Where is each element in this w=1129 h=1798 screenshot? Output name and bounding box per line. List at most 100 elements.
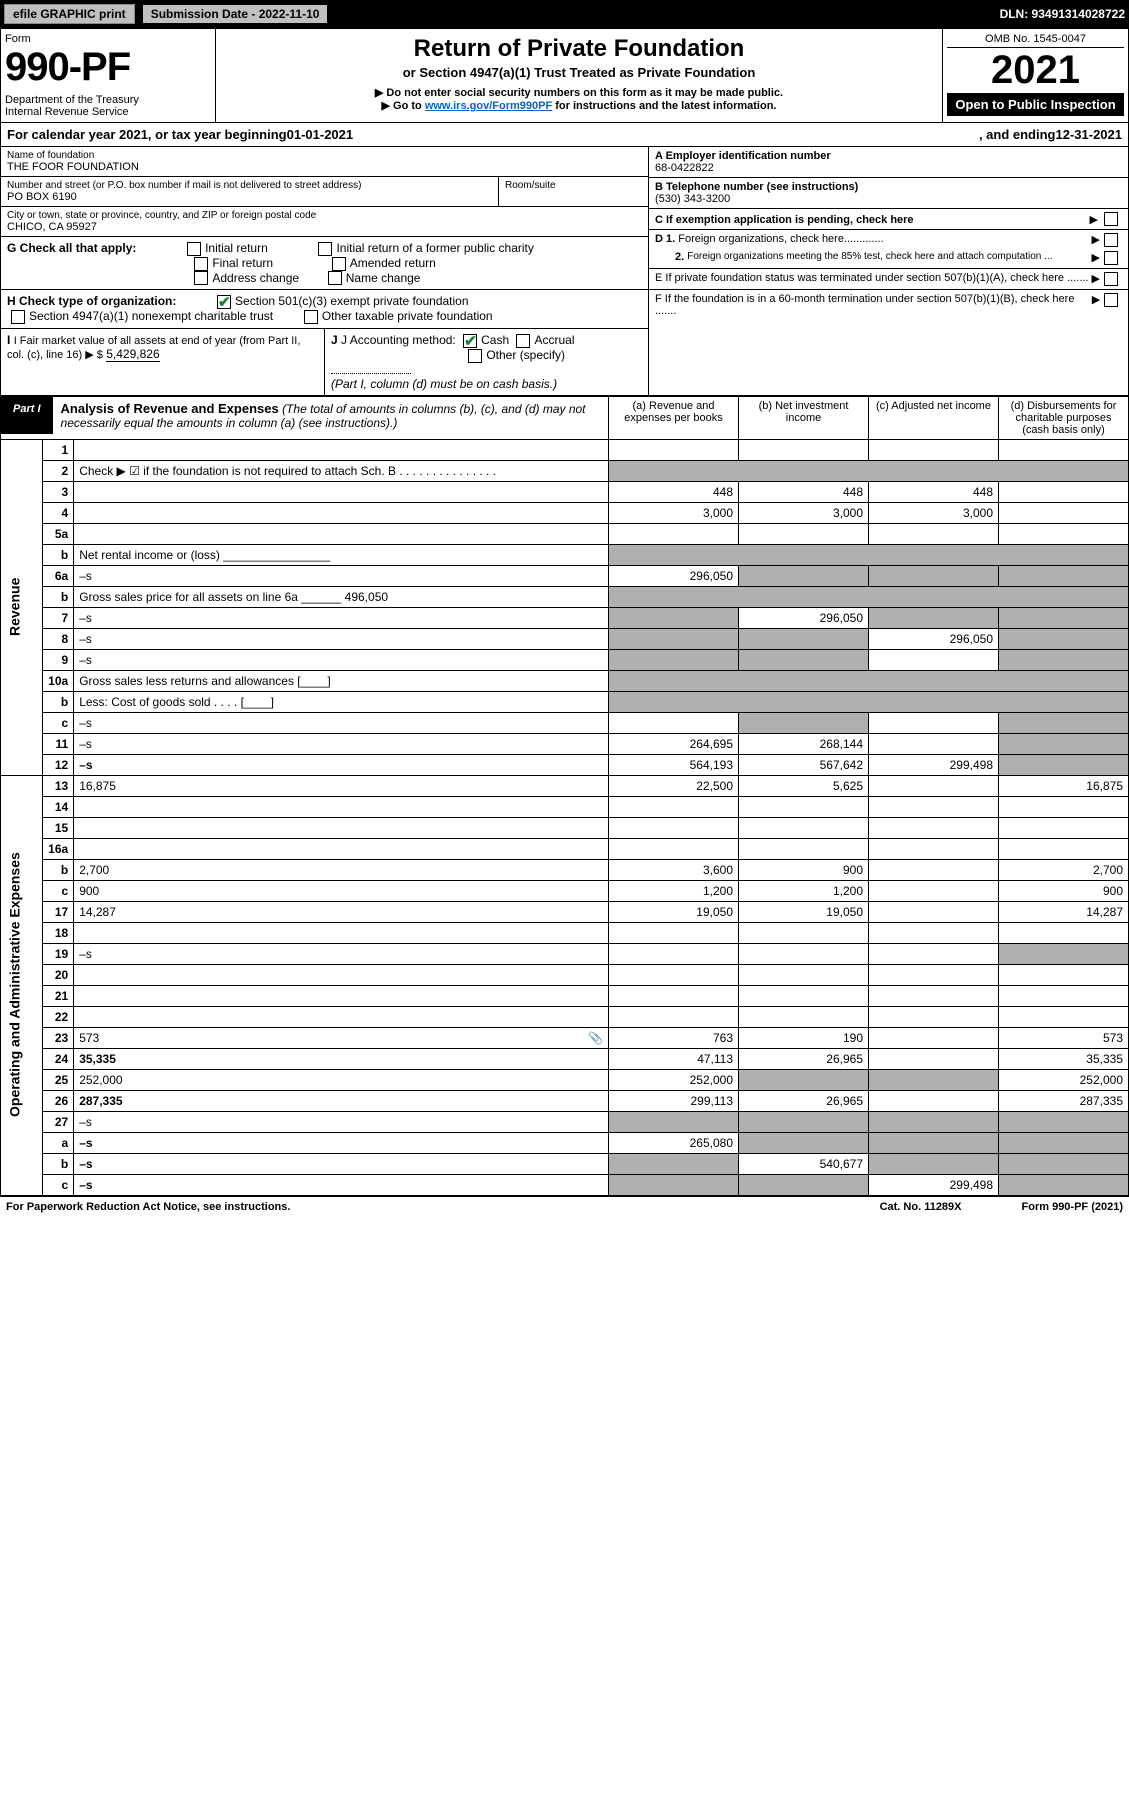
table-row: bGross sales price for all assets on lin… xyxy=(1,586,1129,607)
col-c-header: (c) Adjusted net income xyxy=(869,396,999,439)
value-cell xyxy=(739,985,869,1006)
cb-exemption-pending[interactable] xyxy=(1104,212,1118,226)
table-row: a–s265,080 xyxy=(1,1132,1129,1153)
line-number: 26 xyxy=(43,1090,74,1111)
value-cell xyxy=(869,1027,999,1048)
value-cell xyxy=(869,1132,999,1153)
table-row: 2435,33547,11326,96535,335 xyxy=(1,1048,1129,1069)
table-row: 10aGross sales less returns and allowanc… xyxy=(1,670,1129,691)
value-cell xyxy=(869,439,999,460)
irs-link[interactable]: www.irs.gov/Form990PF xyxy=(425,100,552,112)
addr-label: Number and street (or P.O. box number if… xyxy=(7,180,492,191)
table-row: 27–s xyxy=(1,1111,1129,1132)
table-row: 25252,000252,000252,000 xyxy=(1,1069,1129,1090)
value-cell: 299,498 xyxy=(869,1174,999,1195)
cb-address-change[interactable] xyxy=(194,271,208,285)
value-cell: 296,050 xyxy=(609,565,739,586)
value-cell: 299,498 xyxy=(869,754,999,775)
cb-other-method[interactable] xyxy=(468,349,482,363)
cb-cash[interactable] xyxy=(463,334,477,348)
value-cell xyxy=(869,1006,999,1027)
table-row: 5a xyxy=(1,523,1129,544)
value-cell xyxy=(869,1069,999,1090)
value-cell: 5,625 xyxy=(739,775,869,796)
value-cell xyxy=(999,733,1129,754)
line-description: –s xyxy=(74,733,609,754)
value-cell xyxy=(869,796,999,817)
line-description: –s xyxy=(74,754,609,775)
line-description xyxy=(74,481,609,502)
table-row: c9001,2001,200900 xyxy=(1,880,1129,901)
line-number: 20 xyxy=(43,964,74,985)
cb-501c3[interactable] xyxy=(217,295,231,309)
line-description: Less: Cost of goods sold . . . . [____] xyxy=(74,691,609,712)
line-number: b xyxy=(43,1153,74,1174)
value-cell xyxy=(869,817,999,838)
d1-label: Foreign organizations, check here.......… xyxy=(678,233,883,247)
value-cell xyxy=(609,1174,739,1195)
phone-label: B Telephone number (see instructions) xyxy=(655,181,858,193)
line-number: 8 xyxy=(43,628,74,649)
value-cell xyxy=(869,922,999,943)
part1-tag: Part I xyxy=(1,397,53,434)
value-cell: 19,050 xyxy=(739,901,869,922)
line-description: 35,335 xyxy=(74,1048,609,1069)
value-cell xyxy=(869,880,999,901)
line-description: –s xyxy=(74,565,609,586)
line-number: 3 xyxy=(43,481,74,502)
line-description: –s xyxy=(74,1111,609,1132)
cb-other-taxable[interactable] xyxy=(304,310,318,324)
table-row: 18 xyxy=(1,922,1129,943)
line-number: a xyxy=(43,1132,74,1153)
cb-accrual[interactable] xyxy=(516,334,530,348)
cb-60month[interactable] xyxy=(1104,293,1118,307)
efile-print-button[interactable]: efile GRAPHIC print xyxy=(4,4,135,24)
table-row: 12–s564,193567,642299,498 xyxy=(1,754,1129,775)
c-label: C If exemption application is pending, c… xyxy=(655,214,914,226)
cb-amended[interactable] xyxy=(332,257,346,271)
value-cell xyxy=(609,439,739,460)
open-to-public: Open to Public Inspection xyxy=(947,93,1124,116)
value-cell xyxy=(739,565,869,586)
value-cell xyxy=(609,628,739,649)
line-description: –s xyxy=(74,1174,609,1195)
cb-final-return[interactable] xyxy=(194,257,208,271)
value-cell: 19,050 xyxy=(609,901,739,922)
line-number: 27 xyxy=(43,1111,74,1132)
table-row: 20 xyxy=(1,964,1129,985)
value-cell: 16,875 xyxy=(999,775,1129,796)
value-cell: 567,642 xyxy=(739,754,869,775)
line-number: 5a xyxy=(43,523,74,544)
value-cell xyxy=(739,1174,869,1195)
line-description: –s xyxy=(74,1153,609,1174)
value-cell xyxy=(869,1048,999,1069)
submission-date: Submission Date - 2022-11-10 xyxy=(143,5,328,23)
line-number: 6a xyxy=(43,565,74,586)
value-cell: 190 xyxy=(739,1027,869,1048)
value-cell xyxy=(609,796,739,817)
cb-terminated[interactable] xyxy=(1104,272,1118,286)
value-cell xyxy=(999,565,1129,586)
value-cell xyxy=(869,1153,999,1174)
line-description xyxy=(74,502,609,523)
room-suite-label: Room/suite xyxy=(498,177,648,207)
cb-85pct[interactable] xyxy=(1104,251,1118,265)
table-row: 6a–s296,050 xyxy=(1,565,1129,586)
value-cell xyxy=(869,859,999,880)
value-cell: 3,000 xyxy=(609,502,739,523)
section-g: G Check all that apply: Initial return I… xyxy=(1,237,648,290)
table-row: 23573📎763190573 xyxy=(1,1027,1129,1048)
cb-initial-return[interactable] xyxy=(187,242,201,256)
section-j: J J Accounting method: Cash Accrual Othe… xyxy=(325,329,648,395)
line-number: 16a xyxy=(43,838,74,859)
line-description: 287,335 xyxy=(74,1090,609,1111)
cb-4947a1[interactable] xyxy=(11,310,25,324)
value-cell xyxy=(999,607,1129,628)
attach-icon[interactable]: 📎 xyxy=(588,1031,603,1045)
cb-initial-former[interactable] xyxy=(318,242,332,256)
value-cell xyxy=(739,712,869,733)
cb-foreign-org[interactable] xyxy=(1104,233,1118,247)
value-cell xyxy=(999,838,1129,859)
cb-name-change[interactable] xyxy=(328,271,342,285)
value-cell xyxy=(999,523,1129,544)
